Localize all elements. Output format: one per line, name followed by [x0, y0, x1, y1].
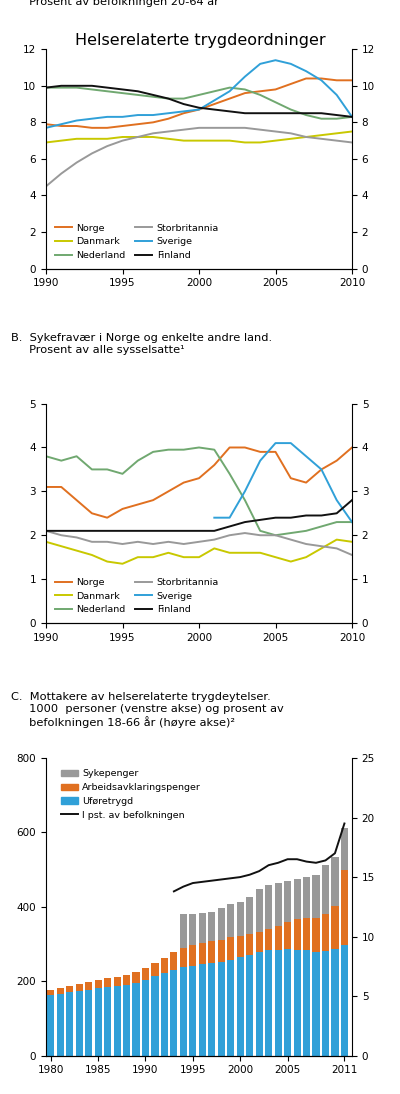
Bar — [94, 988, 102, 1056]
Bar — [331, 906, 338, 948]
Bar — [256, 889, 263, 932]
Bar — [256, 952, 263, 1056]
Bar — [284, 948, 291, 1056]
Bar — [237, 957, 244, 1056]
Bar — [142, 968, 149, 980]
Bar — [161, 958, 168, 973]
Text: A.  Uføretrygd i Norge og enkelte andre land.
     Prosent av befolkningen 20-64: A. Uføretrygd i Norge og enkelte andre l… — [11, 0, 268, 8]
Bar — [85, 990, 92, 1056]
Bar — [227, 904, 234, 938]
Bar — [132, 982, 140, 1056]
Bar — [227, 938, 234, 959]
Bar — [189, 945, 196, 966]
Bar — [322, 951, 329, 1056]
Bar — [322, 913, 329, 951]
Bar — [265, 929, 272, 951]
Bar — [199, 964, 206, 1056]
Text: B.  Sykefravær i Norge og enkelte andre land.
     Prosent av alle sysselsatte¹: B. Sykefravær i Norge og enkelte andre l… — [11, 334, 272, 356]
Bar — [57, 994, 64, 1056]
Bar — [265, 951, 272, 1056]
Bar — [151, 976, 158, 1056]
Bar — [294, 878, 301, 919]
Bar — [151, 963, 158, 976]
Bar — [265, 885, 272, 929]
Bar — [284, 881, 291, 922]
Bar — [170, 952, 178, 969]
Bar — [85, 982, 92, 990]
Bar — [76, 984, 83, 991]
Bar — [227, 959, 234, 1056]
Bar — [66, 992, 73, 1056]
Bar — [189, 966, 196, 1056]
Bar — [331, 858, 338, 906]
Bar — [208, 963, 215, 1056]
Bar — [180, 947, 187, 967]
Bar — [303, 876, 310, 918]
Bar — [114, 977, 121, 987]
Bar — [312, 918, 320, 952]
Bar — [341, 827, 348, 871]
Bar — [237, 935, 244, 957]
Bar — [114, 987, 121, 1056]
Bar — [104, 978, 111, 987]
Bar — [312, 875, 320, 918]
Bar — [47, 996, 54, 1056]
Bar — [123, 975, 130, 985]
Bar — [284, 922, 291, 948]
Legend: Norge, Danmark, Nederland, Storbritannia, Sverige, Finland: Norge, Danmark, Nederland, Storbritannia… — [51, 220, 223, 264]
Bar — [161, 973, 168, 1056]
Bar — [246, 955, 253, 1056]
Bar — [341, 945, 348, 1056]
Bar — [256, 932, 263, 952]
Legend: Norge, Danmark, Nederland, Storbritannia, Sverige, Finland: Norge, Danmark, Nederland, Storbritannia… — [51, 574, 223, 618]
Bar — [208, 942, 215, 963]
Bar — [312, 952, 320, 1056]
Bar — [218, 962, 225, 1056]
Bar — [274, 884, 282, 927]
Bar — [180, 967, 187, 1056]
Bar — [180, 915, 187, 947]
Bar — [208, 911, 215, 942]
Bar — [237, 903, 244, 935]
Bar — [274, 950, 282, 1056]
Bar — [218, 908, 225, 940]
Bar — [66, 986, 73, 992]
Bar — [294, 919, 301, 950]
Bar — [331, 948, 338, 1056]
Bar — [170, 969, 178, 1056]
Bar — [274, 927, 282, 950]
Bar — [199, 913, 206, 943]
Bar — [199, 943, 206, 964]
Bar — [47, 990, 54, 996]
Bar — [341, 871, 348, 945]
Bar — [132, 971, 140, 982]
Bar — [246, 934, 253, 955]
Legend: Sykepenger, Arbeidsavklaringspenger, Uføretrygd, I pst. av befolkningen: Sykepenger, Arbeidsavklaringspenger, Ufø… — [57, 766, 205, 824]
Bar — [142, 980, 149, 1056]
Bar — [189, 913, 196, 945]
Bar — [322, 865, 329, 913]
Bar — [246, 897, 253, 934]
Text: Helserelaterte trygdeordninger: Helserelaterte trygdeordninger — [75, 33, 325, 48]
Bar — [94, 980, 102, 988]
Bar — [303, 951, 310, 1056]
Bar — [218, 940, 225, 962]
Bar — [123, 985, 130, 1056]
Bar — [303, 918, 310, 951]
Bar — [76, 991, 83, 1056]
Bar — [57, 988, 64, 994]
Text: C.  Mottakere av helserelaterte trygdeytelser.
     1000  personer (venstre akse: C. Mottakere av helserelaterte trygdeyte… — [11, 693, 284, 728]
Bar — [104, 987, 111, 1056]
Bar — [294, 950, 301, 1056]
